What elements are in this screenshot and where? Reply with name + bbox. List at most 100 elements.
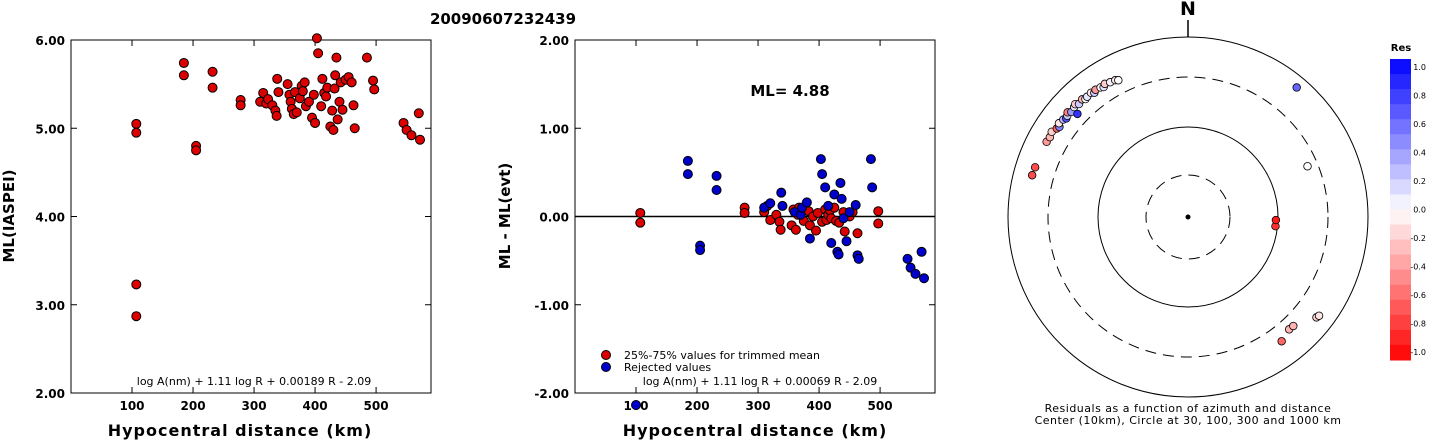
- colorbar-cell: [1390, 119, 1411, 135]
- ml-point: [348, 100, 359, 111]
- residual-points: [631, 154, 930, 410]
- trimmed-point: [839, 226, 850, 237]
- ml-point: [131, 118, 142, 129]
- rejected-point: [820, 182, 831, 193]
- colorbar-tick-label: -0.2: [1410, 234, 1426, 243]
- ml-point: [413, 108, 424, 119]
- rejected-point: [682, 169, 693, 180]
- colorbar-tick-label: 0.2: [1413, 177, 1426, 186]
- ml-point: [406, 130, 417, 141]
- colorbar-tick-labels: 1.0 0.8 0.6 0.4 0.2 0.0 -0.2 -0.4 -0.6 -0.8 -1.0: [1410, 63, 1426, 357]
- y-tick-label: 0.00: [539, 211, 569, 225]
- figure-title: 20090607232439: [430, 10, 576, 28]
- trimmed-point: [873, 218, 884, 229]
- y-tick-label: 3.00: [35, 299, 65, 313]
- ml-point: [369, 84, 380, 95]
- colorbar-cell: [1390, 164, 1411, 180]
- ml-point: [303, 96, 314, 107]
- legend-marker-trimmed: [601, 350, 611, 360]
- colorbar-tick-label: -0.4: [1410, 263, 1426, 272]
- rejected-point: [829, 189, 840, 200]
- ring-30km: [1145, 174, 1231, 260]
- colorbar-tick-label: 0.0: [1413, 206, 1426, 215]
- colorbar-cell: [1390, 344, 1411, 361]
- ml-point: [313, 48, 324, 59]
- colorbar-tick-label: 1.0: [1413, 63, 1426, 72]
- y-tick-label: 4.00: [35, 211, 65, 225]
- colorbar-tick-label: 0.6: [1413, 120, 1426, 129]
- colorbar-cell: [1390, 269, 1411, 286]
- ml-point: [327, 105, 338, 116]
- ml-point: [207, 66, 218, 77]
- ring-300km: [1047, 76, 1329, 358]
- x-tick-label: 300: [746, 399, 771, 413]
- colorbar-cell: [1390, 239, 1411, 256]
- x-tick-label: 500: [364, 399, 389, 413]
- colorbar-cell: [1390, 134, 1411, 150]
- trimmed-point: [635, 217, 646, 228]
- station-residual-point: [1277, 337, 1286, 346]
- colorbar-cells: [1390, 59, 1411, 361]
- colorbar-tick-label: 0.8: [1413, 92, 1426, 101]
- ml-point: [316, 101, 327, 112]
- y-tick-label: 2.00: [35, 387, 65, 401]
- trimmed-point: [790, 224, 801, 235]
- colorbar-cell: [1390, 194, 1411, 210]
- rejected-point: [631, 400, 642, 410]
- colorbar-tick-label: -0.8: [1410, 320, 1426, 329]
- ml-point: [349, 123, 360, 134]
- station-residual-point: [1114, 76, 1123, 85]
- x-tick-label: 400: [303, 399, 328, 413]
- ml-point: [131, 127, 142, 138]
- ml-point: [131, 311, 142, 322]
- residual-colorbar: Res 1.0 0.8 0.6 0.4 0.2 0.0 -0.2 -0.4 -0.6 -0.8 -1…: [1390, 43, 1426, 361]
- epicenter-dot: [1185, 214, 1191, 220]
- colorbar-cell: [1390, 149, 1411, 165]
- x-tick-label: 200: [685, 399, 710, 413]
- colorbar-cell: [1390, 254, 1411, 271]
- ml-axes: 100 200 300 400 500 2.00 3.00 4.00 5.00 6.00: [35, 34, 431, 413]
- ml-x-axis-label: Hypocentral distance (km): [108, 421, 373, 440]
- rejected-point: [836, 193, 847, 204]
- ml-point: [415, 134, 426, 145]
- ml-point: [311, 33, 322, 44]
- station-residual-point: [1314, 311, 1324, 320]
- ml-point: [308, 89, 319, 100]
- rejected-point: [853, 253, 864, 264]
- colorbar-cell: [1390, 299, 1411, 316]
- ml-event-annotation: ML= 4.88: [750, 82, 829, 100]
- trimmed-point: [811, 225, 822, 236]
- colorbar-cell: [1390, 179, 1411, 195]
- colorbar-cell: [1390, 329, 1411, 346]
- rejected-point: [841, 236, 852, 247]
- residual-formula: log A(nm) + 1.11 log R + 0.00069 R - 2.0…: [643, 375, 877, 388]
- rejected-point: [902, 253, 913, 264]
- rejected-point: [804, 233, 815, 244]
- y-tick-label: -1.00: [534, 299, 569, 313]
- colorbar-cell: [1390, 89, 1411, 105]
- ml-point: [368, 75, 379, 86]
- rejected-point: [850, 200, 861, 211]
- trimmed-point: [739, 207, 750, 218]
- north-label: N: [1180, 0, 1196, 20]
- rejected-point: [919, 273, 930, 284]
- polar-caption-line1: Residuals as a function of azimuth and d…: [1045, 402, 1332, 415]
- colorbar-cell: [1390, 284, 1411, 301]
- rejected-point: [865, 154, 876, 165]
- ml-point: [191, 145, 202, 156]
- ml-y-axis-label: ML(IASPEI): [0, 169, 18, 262]
- rejected-point: [765, 198, 776, 209]
- trimmed-point: [635, 207, 646, 218]
- colorbar-cell: [1390, 224, 1411, 241]
- ml-point: [321, 91, 332, 102]
- ml-point: [328, 125, 339, 136]
- rejected-point: [867, 182, 878, 193]
- rejected-point: [835, 177, 846, 188]
- station-points: [1027, 76, 1324, 346]
- rejected-point: [815, 154, 826, 165]
- station-residual-point: [1027, 171, 1037, 180]
- legend-marker-rejected: [601, 362, 611, 372]
- colorbar-cell: [1390, 209, 1411, 226]
